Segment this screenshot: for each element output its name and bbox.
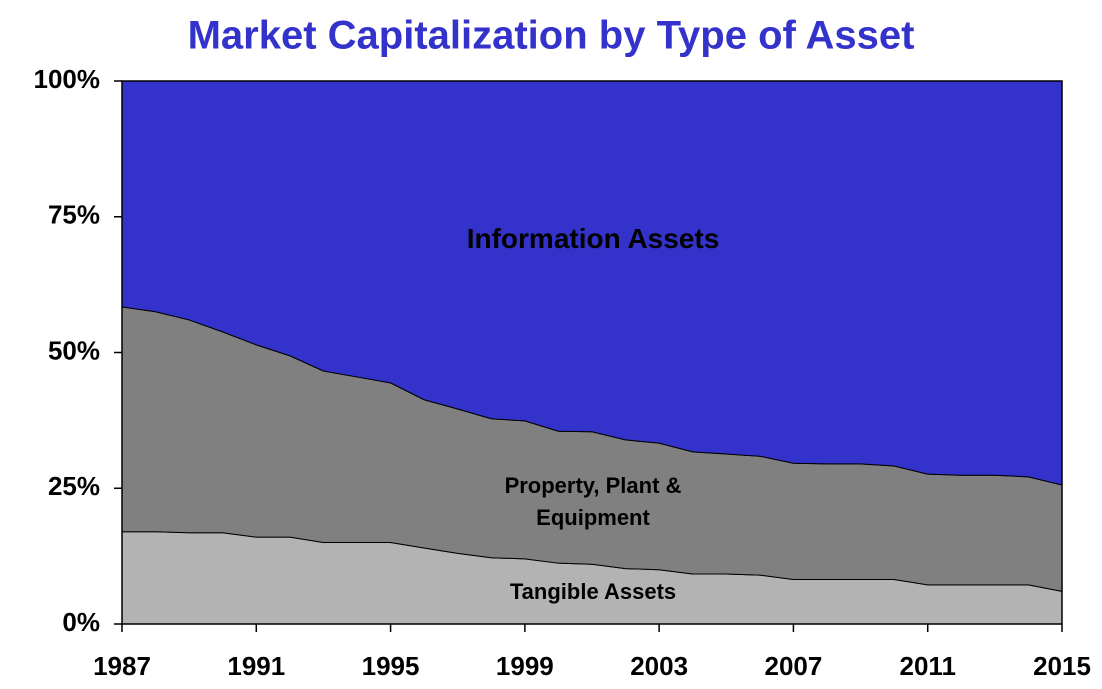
x-tick-label: 2011 [900, 651, 956, 681]
x-tick-label: 1995 [362, 651, 420, 681]
series-label: Property, Plant & Equipment [504, 473, 682, 530]
x-tick-label: 2007 [765, 651, 823, 681]
y-tick-label: 50% [48, 335, 100, 365]
chart-title: Market Capitalization by Type of Asset [188, 14, 915, 58]
x-tick-label: 1999 [496, 651, 554, 681]
y-tick-label: 25% [48, 471, 100, 501]
series-label: Information Assets [466, 223, 720, 254]
x-tick-label: 2015 [1033, 651, 1091, 681]
series-label: Tangible Assets [509, 579, 677, 604]
y-tick-label: 0% [62, 607, 100, 637]
y-tick-label: 75% [48, 200, 100, 230]
y-tick-label: 100% [34, 64, 101, 94]
x-tick-label: 2003 [630, 651, 688, 681]
x-tick-label: 1987 [93, 651, 151, 681]
x-tick-label: 1991 [227, 651, 285, 681]
